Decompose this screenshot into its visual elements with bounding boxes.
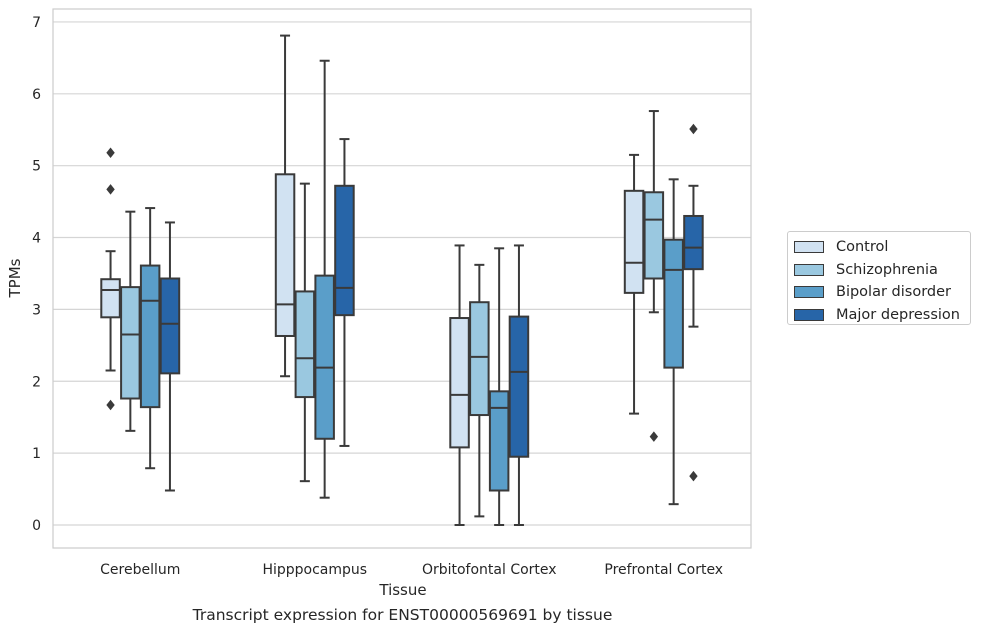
- x-tick-labels: Cerebellum Hipppocampus Orbitofontal Corte…: [100, 562, 723, 578]
- box-plot: [100, 147, 121, 411]
- legend-item-bipolar-disorder: Bipolar disorder: [794, 281, 970, 304]
- y-tick-label: 6: [32, 87, 41, 103]
- legend-swatch: [794, 241, 824, 254]
- legend-label: Bipolar disorder: [836, 284, 951, 301]
- x-tick-label: Cerebellum: [100, 562, 180, 578]
- y-tick-label: 7: [32, 15, 41, 31]
- x-tick-label: Prefrontal Cortex: [604, 562, 723, 578]
- box-plot: [294, 182, 316, 483]
- box: [449, 317, 470, 449]
- x-tick-label: Hipppocampus: [262, 562, 367, 578]
- y-tick-label: 4: [32, 231, 41, 247]
- box: [469, 301, 490, 417]
- x-tick-label: Orbitofontal Cortex: [422, 562, 557, 578]
- y-tick-label: 2: [32, 374, 41, 390]
- box: [488, 390, 510, 492]
- box-plot: [643, 110, 665, 442]
- box: [274, 173, 296, 337]
- box-plot: [139, 207, 161, 470]
- y-tick-labels: 0 1 2 3 4 5 6 7: [32, 15, 41, 534]
- box-plot: [488, 247, 510, 527]
- box-plot: [683, 123, 704, 482]
- box-plot: [449, 244, 470, 527]
- y-tick-label: 1: [32, 446, 41, 462]
- box: [120, 286, 141, 400]
- box: [643, 191, 665, 280]
- outlier-point: [106, 184, 115, 195]
- legend-label: Control: [836, 239, 889, 256]
- x-axis-label: Tissue: [378, 581, 426, 599]
- box-plot: [508, 244, 530, 527]
- outlier-point: [106, 399, 115, 411]
- box: [139, 264, 161, 409]
- box-plot: [663, 178, 684, 506]
- box-plot: [623, 153, 645, 415]
- legend-label: Schizophrenia: [836, 261, 938, 278]
- box: [683, 214, 704, 271]
- box: [100, 278, 121, 319]
- plot-frame: [52, 8, 752, 549]
- boxes: [100, 34, 704, 527]
- box: [314, 274, 335, 440]
- legend-item-control: Control: [794, 236, 970, 259]
- legend-item-schizophrenia: Schizophrenia: [794, 259, 970, 282]
- chart-caption: Transcript expression for ENST0000056969…: [192, 606, 613, 624]
- y-tick-label: 5: [32, 159, 41, 175]
- box-plot: [274, 34, 296, 378]
- legend-item-major-depression: Major depression: [794, 304, 970, 327]
- box: [334, 184, 355, 317]
- box: [663, 238, 684, 369]
- legend-swatch: [794, 286, 824, 299]
- box: [508, 315, 530, 458]
- y-tick-label: 0: [32, 518, 41, 534]
- outlier-point: [689, 470, 698, 482]
- box: [159, 277, 181, 375]
- box-plot: [314, 59, 335, 499]
- y-tick-label: 3: [32, 302, 41, 318]
- box-plot: [334, 138, 355, 447]
- box-plot: [159, 221, 181, 492]
- box-plot: [469, 263, 490, 518]
- outlier-point: [106, 147, 115, 158]
- box-plot: [120, 210, 141, 432]
- outlier-point: [689, 123, 698, 135]
- outlier-point: [649, 431, 659, 442]
- box: [623, 189, 645, 294]
- legend-label: Major depression: [836, 306, 960, 323]
- box: [294, 290, 316, 399]
- y-axis-label: TPMs: [6, 258, 24, 298]
- legend: Control Schizophrenia Bipolar disorder M…: [787, 231, 971, 325]
- legend-swatch: [794, 308, 824, 321]
- legend-swatch: [794, 263, 824, 276]
